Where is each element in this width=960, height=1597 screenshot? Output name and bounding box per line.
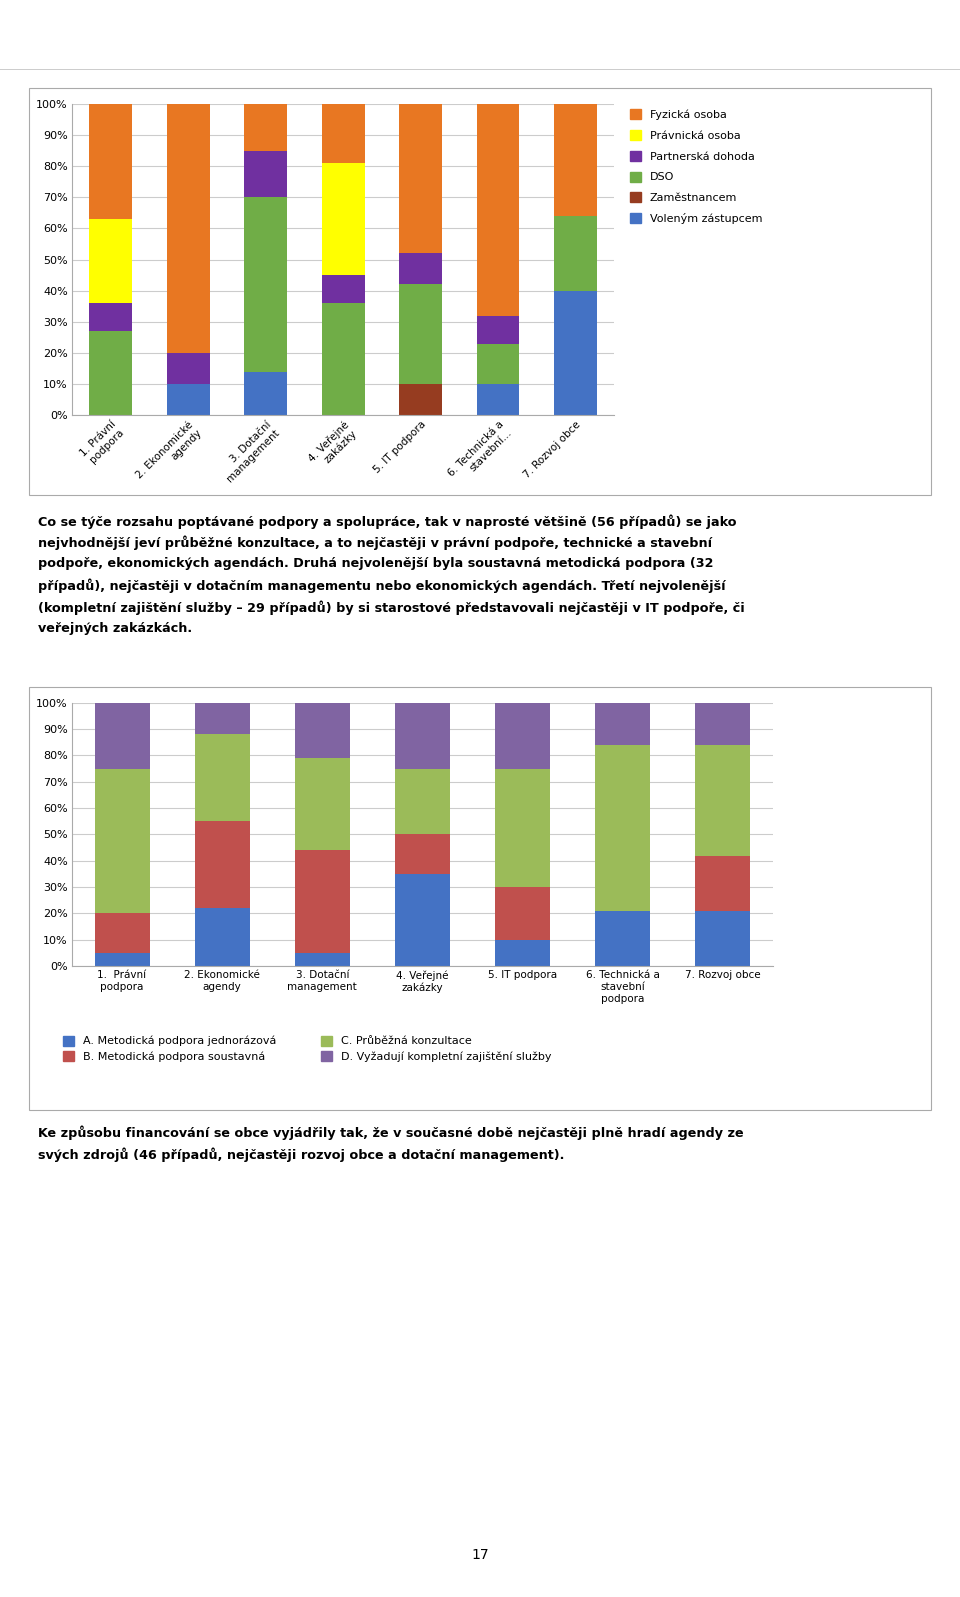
Bar [395,768,450,834]
Bar [195,821,250,909]
Bar [554,104,597,216]
Bar [695,703,751,744]
Bar [495,939,550,966]
Text: (kompletní zajištění služby – 29 případů) by si starostové představovali nejčast: (kompletní zajištění služby – 29 případů… [38,600,745,615]
Bar [495,703,550,768]
Bar [89,219,132,303]
Bar [395,874,450,966]
Text: svých zdrojů (46 případů, nejčastěji rozvoj obce a dotační management).: svých zdrojů (46 případů, nejčastěji roz… [38,1147,564,1163]
Bar [477,104,519,316]
Bar [477,316,519,343]
Bar [295,759,349,850]
Bar [399,284,442,385]
Bar [395,703,450,768]
Bar [245,372,287,415]
Bar [295,953,349,966]
Bar [94,953,150,966]
Text: veřejných zakázkách.: veřejných zakázkách. [38,621,193,636]
Bar [322,104,365,163]
Bar [195,703,250,735]
Bar [295,850,349,953]
Bar [399,385,442,415]
Bar [399,104,442,254]
Bar [295,703,349,759]
Legend: A. Metodická podpora jednorázová, B. Metodická podpora soustavná, C. Průběžná ko: A. Metodická podpora jednorázová, B. Met… [63,1035,551,1062]
Text: nejvhodnější jeví průběžné konzultace, a to nejčastěji v právní podpoře, technic: nejvhodnější jeví průběžné konzultace, a… [38,535,712,551]
Bar [554,291,597,415]
Bar [399,254,442,284]
Bar [322,163,365,275]
Legend: Fyzická osoba, Právnická osoba, Partnerská dohoda, DSO, Zaměstnancem, Voleným zá: Fyzická osoba, Právnická osoba, Partners… [630,109,762,224]
Bar [94,768,150,913]
Text: případů), nejčastěji v dotačním managementu nebo ekonomických agendách. Třetí ne: případů), nejčastěji v dotačním manageme… [38,578,726,594]
Bar [477,343,519,385]
Bar [167,353,209,385]
Bar [595,910,650,966]
Bar [395,834,450,874]
Bar [167,104,209,353]
Bar [695,856,751,910]
Bar [495,768,550,888]
Bar [595,744,650,910]
Bar [322,275,365,303]
Bar [695,910,751,966]
Bar [245,150,287,196]
Bar [595,703,650,744]
Bar [167,385,209,415]
Bar [695,744,751,856]
Bar [195,909,250,966]
Bar [322,303,365,415]
Bar [94,913,150,953]
Text: podpoře, ekonomických agendách. Druhá nejvolenější byla soustavná metodická podp: podpoře, ekonomických agendách. Druhá ne… [38,557,714,570]
Bar [554,216,597,291]
Bar [94,703,150,768]
Bar [89,303,132,331]
Bar [89,331,132,415]
Bar [245,104,287,150]
Bar [477,385,519,415]
Bar [89,104,132,219]
Bar [195,735,250,821]
Bar [245,196,287,372]
Text: Ke způsobu financování se obce vyjádřily tak, že v současné době nejčastěji plně: Ke způsobu financování se obce vyjádřily… [38,1126,744,1140]
Text: 17: 17 [471,1547,489,1562]
Text: Co se týče rozsahu poptávané podpory a spolupráce, tak v naprosté většině (56 př: Co se týče rozsahu poptávané podpory a s… [38,514,737,529]
Bar [495,888,550,939]
